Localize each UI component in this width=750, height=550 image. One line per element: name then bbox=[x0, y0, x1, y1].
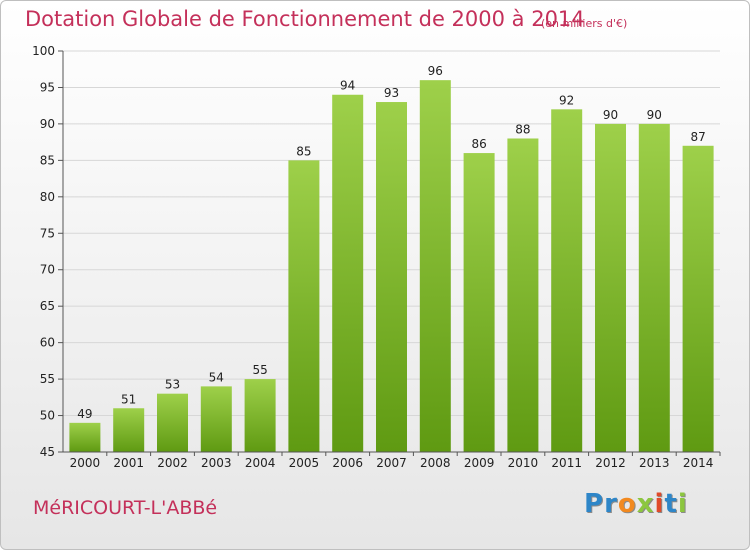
logo-letter: t bbox=[664, 489, 678, 519]
x-tick-label: 2013 bbox=[639, 456, 670, 470]
data-label: 90 bbox=[647, 108, 662, 122]
y-tick-label: 55 bbox=[40, 372, 55, 386]
bar bbox=[551, 109, 583, 452]
y-tick-label: 70 bbox=[40, 263, 55, 277]
bar bbox=[376, 102, 407, 452]
bar bbox=[595, 123, 626, 452]
bar bbox=[419, 80, 451, 452]
x-tick-label: 2006 bbox=[332, 456, 363, 470]
x-tick-label: 2010 bbox=[508, 456, 539, 470]
y-tick-label: 75 bbox=[40, 226, 55, 240]
x-tick-label: 2005 bbox=[289, 456, 320, 470]
x-tick-label: 2000 bbox=[70, 456, 101, 470]
data-label: 94 bbox=[340, 79, 355, 93]
bar bbox=[200, 386, 232, 452]
x-tick-label: 2009 bbox=[464, 456, 495, 470]
data-label: 88 bbox=[515, 122, 530, 136]
data-label: 87 bbox=[690, 130, 705, 144]
bars: 49 51 53 54 55 85 94 93 96 86 88 92 90 90 87 bbox=[69, 64, 714, 453]
bar bbox=[682, 145, 714, 453]
data-label: 92 bbox=[559, 93, 574, 107]
y-tick-label: 45 bbox=[40, 445, 55, 459]
chart-subtitle: (en milliers d'€) bbox=[541, 17, 628, 30]
logo-letter: i bbox=[677, 489, 688, 519]
data-label: 55 bbox=[252, 363, 267, 377]
y-tick-label: 90 bbox=[40, 117, 55, 131]
chart-title: Dotation Globale de Fonctionnement de 20… bbox=[25, 7, 585, 31]
y-tick-label: 85 bbox=[40, 153, 55, 167]
y-tick-label: 100 bbox=[32, 44, 55, 58]
data-label: 51 bbox=[121, 392, 136, 406]
bar bbox=[288, 160, 320, 452]
logo-letter: r bbox=[604, 489, 618, 519]
logo-letter: x bbox=[636, 489, 655, 519]
bar bbox=[244, 379, 276, 452]
bar bbox=[332, 94, 364, 452]
bar bbox=[463, 153, 495, 452]
x-tick-label: 2001 bbox=[113, 456, 144, 470]
y-tick-label: 80 bbox=[40, 190, 55, 204]
data-label: 54 bbox=[209, 370, 224, 384]
data-label: 86 bbox=[471, 137, 486, 151]
x-tick-label: 2002 bbox=[157, 456, 188, 470]
bar bbox=[69, 422, 101, 452]
logo-letter: i bbox=[654, 489, 665, 519]
data-label: 96 bbox=[428, 64, 443, 78]
y-tick-label: 65 bbox=[40, 299, 55, 313]
x-tick-label: 2008 bbox=[420, 456, 451, 470]
bar bbox=[507, 138, 539, 452]
data-label: 93 bbox=[384, 86, 399, 100]
x-tick-label: 2012 bbox=[595, 456, 626, 470]
data-label: 90 bbox=[603, 108, 618, 122]
commune-name: MéRICOURT-L'ABBé bbox=[33, 497, 218, 519]
logo-letter: P bbox=[584, 489, 605, 519]
bar bbox=[157, 393, 188, 452]
logo-letter: o bbox=[617, 489, 637, 519]
x-tick-label: 2014 bbox=[683, 456, 714, 470]
bar bbox=[113, 408, 145, 452]
data-label: 49 bbox=[77, 407, 92, 421]
data-label: 53 bbox=[165, 378, 180, 392]
proxiti-logo: Proxiti bbox=[584, 489, 688, 519]
y-tick-label: 60 bbox=[40, 336, 55, 350]
x-tick-label: 2004 bbox=[245, 456, 276, 470]
y-tick-label: 95 bbox=[40, 80, 55, 94]
y-tick-label: 50 bbox=[40, 409, 55, 423]
data-label: 85 bbox=[296, 144, 311, 158]
bar bbox=[638, 123, 670, 452]
x-tick-label: 2011 bbox=[551, 456, 582, 470]
x-tick-label: 2003 bbox=[201, 456, 232, 470]
x-tick-label: 2007 bbox=[376, 456, 407, 470]
axes: 45 50 55 60 65 70 75 80 85 90 95 100 2000 2001 2002 200… bbox=[32, 44, 721, 470]
